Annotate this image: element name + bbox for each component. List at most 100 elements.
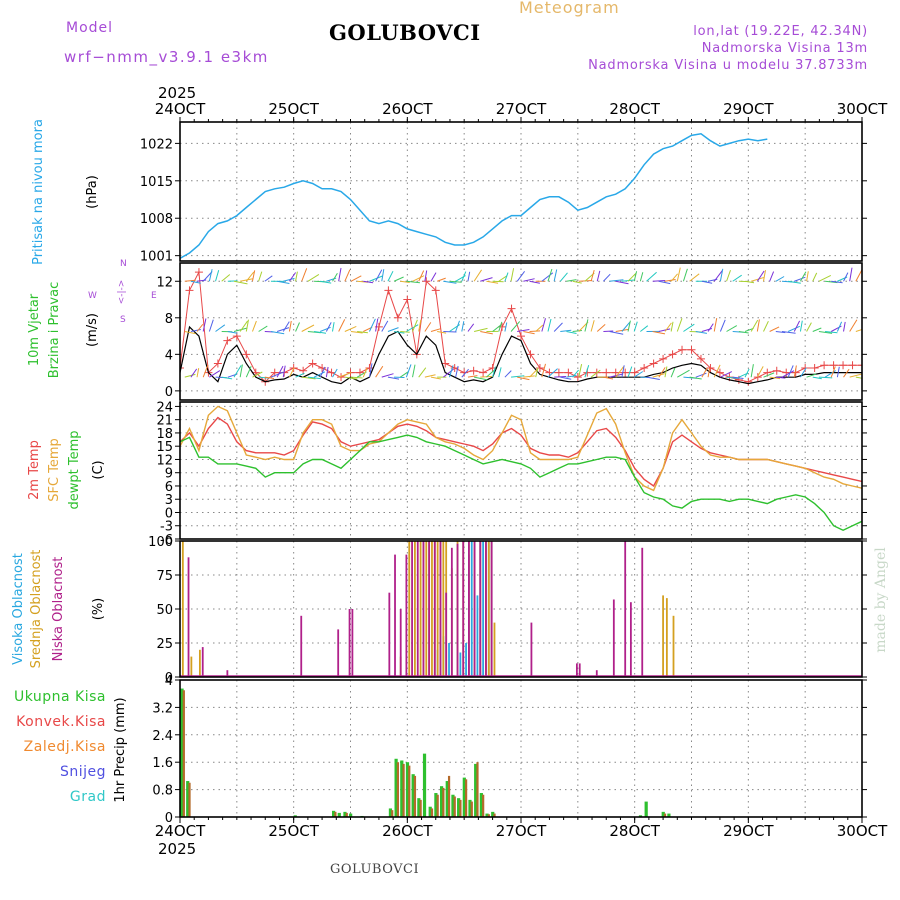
wind-barb — [301, 376, 316, 380]
wind-barb — [547, 318, 552, 332]
wind-barb — [677, 369, 690, 378]
wind-barb — [350, 275, 362, 282]
wind-barb — [418, 367, 427, 378]
wind-barb — [825, 280, 838, 284]
wind-barb — [430, 376, 441, 380]
wind-barb — [818, 331, 833, 334]
cloud-bar — [416, 541, 419, 677]
wind-barb — [652, 331, 666, 335]
series-pressure — [180, 133, 768, 259]
wind-barb — [319, 366, 326, 378]
station-title: GOLUBOVCI — [329, 20, 481, 45]
y-tick-label: 50 — [156, 603, 173, 618]
wind-barb — [560, 376, 572, 380]
panel-frame-cloud — [179, 540, 863, 678]
wind-barb — [794, 276, 806, 282]
temp-dew-label: dewpt Temp — [67, 430, 82, 509]
wind-barb — [480, 277, 493, 282]
precip-bar — [343, 811, 347, 817]
wind-barb — [535, 367, 539, 378]
wind-barb — [449, 280, 462, 283]
wind-barb — [609, 331, 624, 335]
series-precip-0 — [180, 688, 671, 817]
wind-barb — [849, 267, 853, 282]
panel-frame-temperature — [179, 401, 863, 540]
cloud-bar — [181, 541, 184, 677]
wind-barb — [375, 365, 384, 378]
wind-barb — [221, 274, 231, 282]
wind-barb — [504, 322, 508, 332]
precip-bar — [439, 786, 444, 817]
precip-bar — [334, 811, 337, 817]
wind-cross-marker — [479, 368, 488, 377]
wind-barb — [664, 322, 672, 332]
wind-barb — [208, 269, 213, 282]
wind-barb — [375, 318, 379, 332]
cloud-bar — [422, 541, 425, 677]
cloud-bar — [595, 670, 598, 677]
cloud-bar — [337, 629, 340, 677]
wind-barb — [744, 280, 755, 284]
wind-barb — [424, 374, 436, 378]
wind-barb — [689, 376, 702, 380]
precip-bar — [644, 801, 648, 817]
wind-barb — [196, 368, 200, 378]
wind-barb — [412, 319, 418, 332]
wind-cross-marker — [602, 368, 611, 377]
wind-barb — [461, 368, 469, 378]
wind-plot — [180, 267, 862, 386]
precip-bar — [638, 815, 643, 817]
wind-barb — [633, 271, 638, 282]
x-tick-label-bottom: 30OCT — [837, 822, 888, 840]
wind-barb — [215, 324, 226, 332]
cloud-bar — [439, 541, 442, 677]
cloud-bar — [445, 592, 448, 677]
precip-bar — [442, 787, 445, 817]
wind-barb — [362, 367, 368, 378]
wind-cross-marker — [517, 332, 525, 341]
wind-barb — [474, 376, 488, 381]
wind-barb — [443, 280, 457, 284]
wind-barb — [202, 318, 207, 332]
wind-barb — [831, 280, 843, 284]
wind-barb — [510, 321, 521, 332]
cloud-high-label: Visoka Oblacnost — [11, 553, 26, 665]
wind-barb — [762, 270, 766, 282]
wind-barb — [566, 279, 577, 282]
cloud-bar — [462, 541, 465, 677]
wind-cross-marker — [422, 277, 431, 286]
credit-watermark: made by Angel — [873, 547, 889, 653]
precip-bar — [180, 688, 184, 817]
wind-cross-marker — [403, 295, 412, 304]
wind-barb — [307, 376, 321, 380]
wind-barb — [245, 319, 249, 332]
y-tick-label: 75 — [156, 569, 173, 584]
wind-barb — [270, 371, 284, 378]
wind-cross-marker — [337, 373, 346, 382]
cloud-bar — [405, 554, 408, 677]
wind-barb — [664, 279, 676, 282]
wind-barb — [689, 273, 700, 282]
precip-bar — [663, 813, 667, 817]
cloud-bar — [198, 649, 201, 677]
wind-barb — [239, 320, 249, 332]
cloud-bar — [456, 543, 459, 677]
wind-barb — [313, 371, 326, 378]
wind-barb — [769, 326, 780, 332]
wind-barb — [547, 368, 558, 378]
wind-barb — [387, 270, 394, 282]
wind-barb — [461, 321, 465, 332]
wind-barb — [455, 365, 459, 378]
precip-bar — [493, 813, 496, 817]
cloud-bar — [530, 622, 533, 677]
year-label-top: 2025 — [158, 84, 196, 102]
wind-barb — [793, 320, 801, 332]
wind-barb — [387, 327, 399, 332]
wind-barb — [806, 373, 817, 378]
wind-barb — [836, 321, 843, 332]
wind-barb — [498, 275, 508, 282]
wind-cross-marker — [848, 361, 857, 370]
cloud-bar — [665, 598, 668, 677]
precip-legend-2: Zaledj.Kisa — [24, 739, 106, 755]
cloud-bar — [226, 670, 229, 677]
